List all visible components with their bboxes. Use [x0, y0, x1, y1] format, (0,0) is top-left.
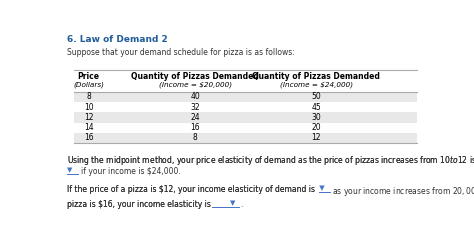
Text: Using the midpoint method, your price elasticity of demand as the price of pizza: Using the midpoint method, your price el…	[66, 154, 474, 167]
Text: .: .	[240, 200, 243, 209]
Text: ▼: ▼	[317, 185, 324, 191]
Text: (Income = $24,000): (Income = $24,000)	[280, 82, 353, 88]
Text: 6. Law of Demand 2: 6. Law of Demand 2	[66, 35, 167, 44]
Text: 50: 50	[311, 92, 321, 101]
Bar	[74, 112, 418, 123]
Text: pizza is $16, your income elasticity is: pizza is $16, your income elasticity is	[66, 200, 210, 209]
Text: 24: 24	[191, 113, 200, 122]
Text: 12: 12	[311, 134, 321, 143]
Text: 32: 32	[191, 103, 200, 112]
Text: 8: 8	[193, 134, 198, 143]
Text: 40: 40	[190, 92, 200, 101]
Text: 16: 16	[191, 123, 200, 132]
Text: Price: Price	[78, 72, 100, 81]
Text: Suppose that your demand schedule for pizza is as follows:: Suppose that your demand schedule for pi…	[66, 48, 294, 57]
Text: pizza is $16, your income elasticity is: pizza is $16, your income elasticity is	[66, 200, 210, 209]
Text: ▼: ▼	[230, 200, 236, 206]
Bar	[74, 92, 418, 102]
Text: 10: 10	[84, 103, 93, 112]
Text: 45: 45	[311, 103, 321, 112]
Text: 30: 30	[311, 113, 321, 122]
Text: (Income = $20,000): (Income = $20,000)	[159, 82, 232, 88]
Text: as your income increases from $20,000 to $24,000. However, if the price of a: as your income increases from $20,000 to…	[332, 185, 474, 198]
Text: 14: 14	[84, 123, 93, 132]
Text: 20: 20	[311, 123, 321, 132]
Text: Using the midpoint method, your price elasticity of demand as the price of pizza: Using the midpoint method, your price el…	[66, 154, 474, 167]
Text: if your income is $24,000.: if your income is $24,000.	[81, 167, 181, 176]
Text: If the price of a pizza is $12, your income elasticity of demand is: If the price of a pizza is $12, your inc…	[66, 185, 315, 194]
Text: If the price of a pizza is $12, your income elasticity of demand is: If the price of a pizza is $12, your inc…	[66, 185, 315, 194]
Text: Quantity of Pizzas Demanded: Quantity of Pizzas Demanded	[253, 72, 380, 81]
Text: 8: 8	[86, 92, 91, 101]
Text: (Dollars): (Dollars)	[73, 82, 104, 88]
Text: 16: 16	[84, 134, 93, 143]
Text: 12: 12	[84, 113, 93, 122]
Bar	[74, 133, 418, 143]
Text: ▼: ▼	[66, 167, 72, 173]
Text: Quantity of Pizzas Demanded: Quantity of Pizzas Demanded	[131, 72, 259, 81]
